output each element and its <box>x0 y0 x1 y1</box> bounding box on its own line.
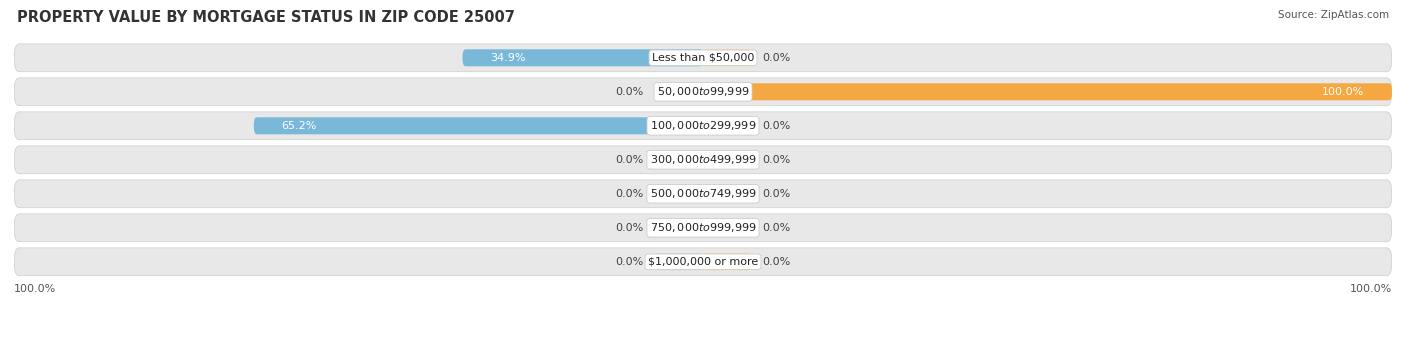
Text: $1,000,000 or more: $1,000,000 or more <box>648 257 758 267</box>
Text: $50,000 to $99,999: $50,000 to $99,999 <box>657 85 749 98</box>
Text: 0.0%: 0.0% <box>616 257 644 267</box>
FancyBboxPatch shape <box>463 49 703 66</box>
FancyBboxPatch shape <box>703 253 751 270</box>
Text: 100.0%: 100.0% <box>1350 284 1392 294</box>
Text: Less than $50,000: Less than $50,000 <box>652 53 754 63</box>
FancyBboxPatch shape <box>703 49 751 66</box>
Text: 100.0%: 100.0% <box>1322 87 1364 97</box>
FancyBboxPatch shape <box>655 253 703 270</box>
FancyBboxPatch shape <box>14 78 1392 106</box>
FancyBboxPatch shape <box>254 117 703 134</box>
FancyBboxPatch shape <box>703 185 751 202</box>
Text: 0.0%: 0.0% <box>762 189 790 199</box>
Text: $300,000 to $499,999: $300,000 to $499,999 <box>650 153 756 166</box>
Text: 0.0%: 0.0% <box>762 121 790 131</box>
FancyBboxPatch shape <box>703 83 1392 100</box>
FancyBboxPatch shape <box>703 219 751 236</box>
Text: Source: ZipAtlas.com: Source: ZipAtlas.com <box>1278 10 1389 20</box>
Text: 0.0%: 0.0% <box>762 155 790 165</box>
FancyBboxPatch shape <box>703 151 751 168</box>
FancyBboxPatch shape <box>14 146 1392 174</box>
Text: 0.0%: 0.0% <box>762 53 790 63</box>
Text: 65.2%: 65.2% <box>281 121 316 131</box>
Text: PROPERTY VALUE BY MORTGAGE STATUS IN ZIP CODE 25007: PROPERTY VALUE BY MORTGAGE STATUS IN ZIP… <box>17 10 515 25</box>
FancyBboxPatch shape <box>655 219 703 236</box>
Text: 0.0%: 0.0% <box>762 223 790 233</box>
Text: 0.0%: 0.0% <box>616 155 644 165</box>
FancyBboxPatch shape <box>14 248 1392 276</box>
FancyBboxPatch shape <box>655 151 703 168</box>
FancyBboxPatch shape <box>655 185 703 202</box>
FancyBboxPatch shape <box>14 112 1392 140</box>
Text: 0.0%: 0.0% <box>616 189 644 199</box>
Text: 0.0%: 0.0% <box>616 223 644 233</box>
Text: $500,000 to $749,999: $500,000 to $749,999 <box>650 187 756 200</box>
Text: 0.0%: 0.0% <box>762 257 790 267</box>
Text: 100.0%: 100.0% <box>14 284 56 294</box>
Text: 0.0%: 0.0% <box>616 87 644 97</box>
FancyBboxPatch shape <box>14 214 1392 242</box>
Text: $750,000 to $999,999: $750,000 to $999,999 <box>650 221 756 234</box>
FancyBboxPatch shape <box>14 44 1392 72</box>
Text: 34.9%: 34.9% <box>491 53 526 63</box>
Text: $100,000 to $299,999: $100,000 to $299,999 <box>650 119 756 132</box>
FancyBboxPatch shape <box>703 117 751 134</box>
FancyBboxPatch shape <box>655 83 703 100</box>
FancyBboxPatch shape <box>14 180 1392 208</box>
